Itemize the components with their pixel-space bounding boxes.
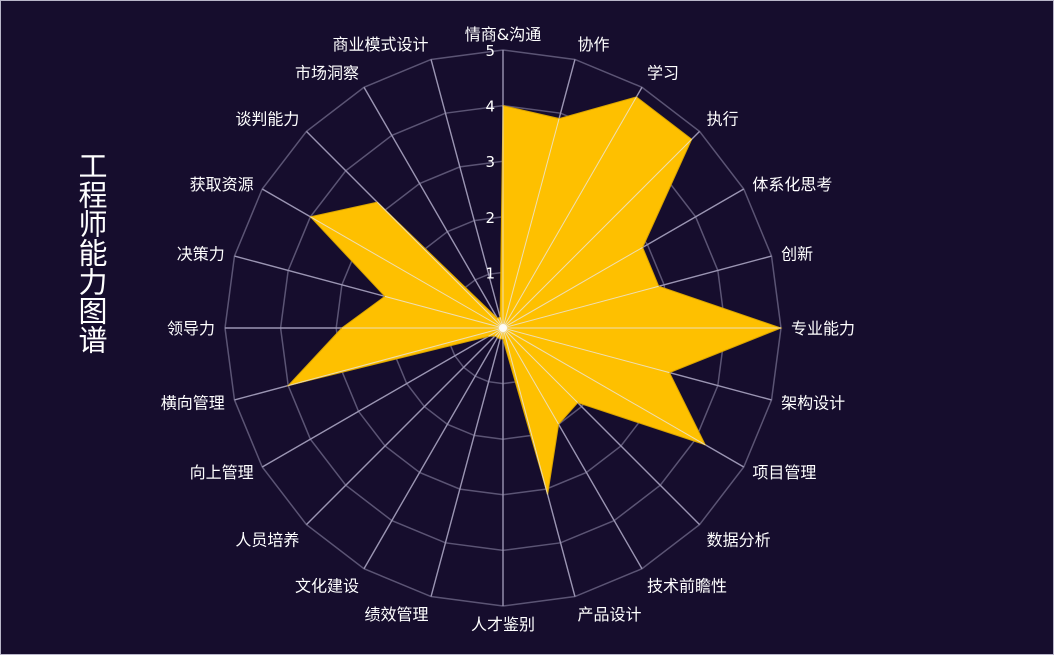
center-dot [499,324,507,332]
axis-label-22: 市场洞察 [295,64,359,83]
inner-spoke-11 [502,327,549,495]
tick-label-1: 1 [485,264,495,282]
axis-label-3: 执行 [707,109,739,128]
tick-label-2: 2 [485,209,495,227]
axis-label-12: 人才鉴别 [471,615,535,634]
inner-spoke-8 [502,327,706,446]
spoke-22 [363,86,504,329]
spoke-15 [305,327,504,526]
inner-spoke-1 [502,118,560,329]
axis-label-9: 数据分析 [707,531,771,550]
spoke-16 [261,327,504,468]
axis-label-10: 技术前瞻性 [647,576,727,595]
axis-label-11: 产品设计 [578,605,642,624]
inner-spoke-19 [384,295,504,329]
axis-label-2: 学习 [647,64,679,83]
spoke-13 [430,327,504,597]
axis-label-0: 情商&沟通 [465,25,541,44]
inner-spoke-20 [310,216,504,329]
tick-label-5: 5 [485,42,495,60]
axis-label-23: 商业模式设计 [332,35,428,54]
tick-label-4: 4 [485,98,495,116]
axis-label-15: 人员培养 [235,531,299,550]
spoke-23 [430,59,504,329]
tick-label-3: 3 [485,153,495,171]
chart-title: 工程师能力图谱 [74,151,108,354]
inner-spoke-21 [376,201,504,329]
inner-spoke-4 [502,246,643,329]
axis-label-17: 横向管理 [161,394,225,413]
axis-label-16: 向上管理 [190,463,254,482]
spoke-14 [363,327,504,570]
axis-label-14: 文化建设 [295,576,359,595]
axis-label-21: 谈判能力 [235,109,299,128]
inner-spoke-3 [502,138,693,329]
axis-label-8: 项目管理 [752,463,816,482]
axis-label-19: 决策力 [177,244,225,263]
inner-spoke-7 [502,327,670,374]
axis-label-5: 创新 [781,244,813,263]
inner-spoke-10 [502,327,560,425]
axis-label-7: 架构设计 [781,394,845,413]
inner-spoke-2 [502,96,637,329]
axis-label-13: 绩效管理 [364,605,428,624]
axis-label-6: 专业能力 [791,319,855,338]
axis-label-18: 领导力 [167,319,215,338]
series-area [286,96,783,495]
axis-label-1: 协作 [578,35,610,54]
inner-spoke-17 [288,327,504,387]
inner-spoke-9 [502,327,579,404]
inner-spoke-5 [502,285,659,329]
axis-label-20: 获取资源 [190,175,254,194]
axis-label-4: 体系化思考 [752,175,832,194]
